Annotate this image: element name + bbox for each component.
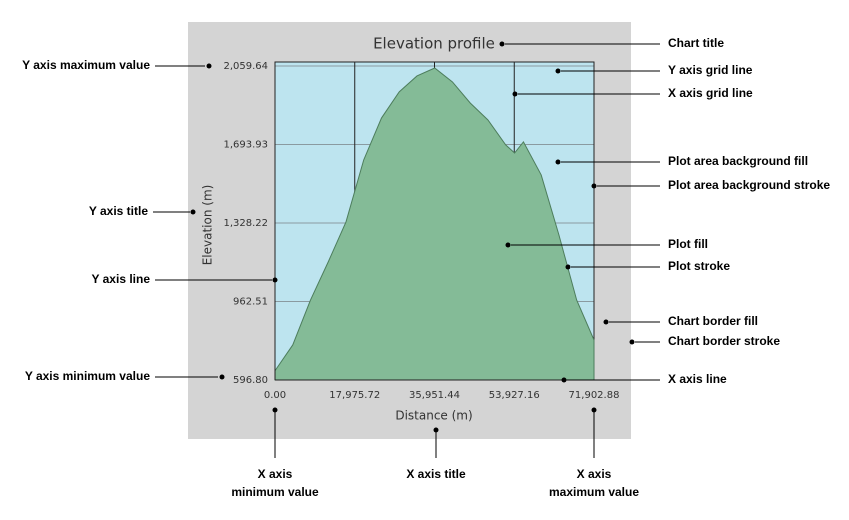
- callout-label: Y axis title: [89, 204, 148, 218]
- callout-label: X axis title: [406, 467, 466, 481]
- callout-label: X axis: [577, 467, 612, 481]
- callout-dot: [499, 41, 505, 47]
- callout-dot: [505, 242, 511, 248]
- callout-label: maximum value: [549, 485, 639, 499]
- callout-label: Plot fill: [668, 237, 708, 251]
- y-axis-title: Elevation (m): [201, 185, 215, 266]
- callout-label: Y axis maximum value: [22, 58, 150, 72]
- callout-label: Chart border stroke: [668, 334, 780, 348]
- callout-dot: [561, 377, 567, 383]
- callout-dot: [433, 427, 439, 433]
- y-tick-label: 2,059.64: [223, 61, 268, 72]
- callout-dot: [555, 159, 561, 165]
- callout-label: minimum value: [231, 485, 319, 499]
- callout-label: Chart title: [668, 36, 724, 50]
- callout-label: Plot area background fill: [668, 154, 808, 168]
- y-tick-label: 596.80: [233, 375, 268, 386]
- plot-area-fill: [274, 67, 595, 381]
- callout-label: Y axis minimum value: [25, 369, 150, 383]
- callout-dot: [219, 374, 225, 380]
- callout-label: X axis line: [668, 372, 727, 386]
- callout-dot: [591, 183, 597, 189]
- callout-dot: [591, 407, 597, 413]
- callout-dot: [206, 63, 212, 69]
- callout-label: X axis: [258, 467, 293, 481]
- callout-dot: [512, 91, 518, 97]
- y-tick-label: 1,328.22: [223, 218, 268, 229]
- x-tick-label: 71,902.88: [569, 390, 620, 401]
- callout-dot: [190, 209, 196, 215]
- callout-dot: [629, 339, 635, 345]
- x-tick-label: 17,975.72: [329, 390, 380, 401]
- callout-label: Plot stroke: [668, 259, 730, 273]
- callout-dot: [603, 319, 609, 325]
- callout-label: Plot area background stroke: [668, 178, 830, 192]
- callout-dot: [565, 264, 571, 270]
- y-tick-label: 962.51: [233, 296, 268, 307]
- x-tick-label: 53,927.16: [489, 390, 540, 401]
- callout-label: Y axis grid line: [668, 63, 753, 77]
- callout-label: Chart border fill: [668, 314, 758, 328]
- callout-dot: [272, 407, 278, 413]
- x-tick-label: 0.00: [264, 390, 286, 401]
- callout-label: Y axis line: [92, 272, 151, 286]
- x-axis-title: Distance (m): [395, 409, 472, 423]
- y-tick-label: 1,693.93: [223, 139, 268, 150]
- callout-label: X axis grid line: [668, 86, 753, 100]
- chart-title: Elevation profile: [373, 35, 495, 53]
- callout-dot: [272, 277, 278, 283]
- callout-dot: [555, 68, 561, 74]
- x-tick-label: 35,951.44: [409, 390, 460, 401]
